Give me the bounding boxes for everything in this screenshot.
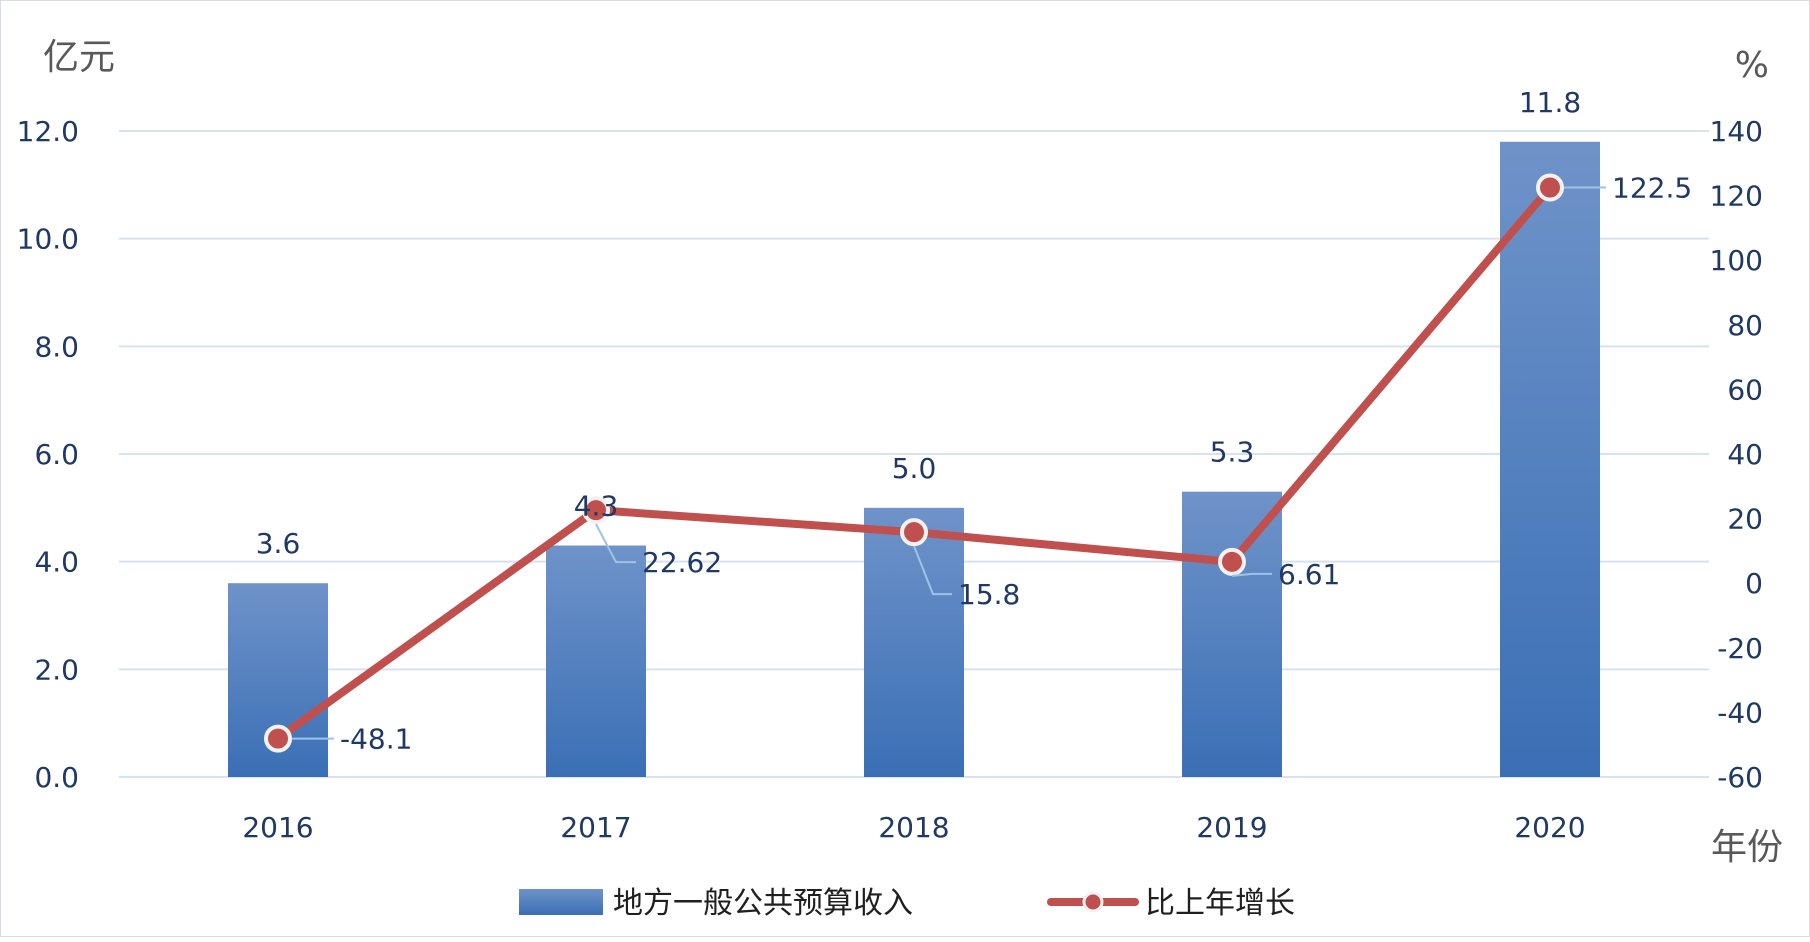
right-axis-tick-label: 40 [1727,438,1763,471]
growth-data-label: 15.8 [958,578,1020,611]
right-axis-tick-label: 0 [1745,567,1763,600]
left-axis-tick-label: 2.0 [34,653,79,686]
label-leader-line [1231,572,1272,577]
growth-marker-2016 [264,724,292,753]
growth-data-label: 122.5 [1612,172,1692,205]
right-axis-tick-label: 140 [1710,115,1763,148]
growth-data-label: 6.61 [1278,558,1340,591]
legend-label-line: 比上年增长 [1145,886,1295,921]
legend-swatch-marker [1082,891,1104,913]
x-axis-tick-label: 2017 [560,811,631,844]
growth-marker-2019 [1218,547,1246,576]
left-axis-tick-label: 6.0 [34,438,79,471]
bar-data-label: 4.3 [574,490,619,523]
right-axis-tick-label: -20 [1717,632,1763,665]
right-axis-tick-label: 100 [1710,244,1763,277]
growth-marker-2018 [900,518,928,547]
label-leader-line [595,523,636,564]
right-axis-tick-label: 60 [1727,373,1763,406]
x-axis-tick-label: 2020 [1514,811,1585,844]
right-axis-unit: % [1735,45,1769,86]
bar-data-label: 5.0 [892,452,937,485]
growth-data-label: -48.1 [340,723,412,756]
left-axis-unit: 亿元 [43,37,115,78]
label-leader-line [913,545,952,596]
right-axis-tick-label: 80 [1727,309,1763,342]
x-axis-tick-label: 2018 [878,811,949,844]
left-axis-tick-label: 10.0 [17,223,79,256]
bar-2019 [1182,491,1282,777]
x-axis-unit: 年份 [1711,827,1783,868]
bar-2018 [864,507,964,777]
left-axis-tick-label: 12.0 [17,115,79,148]
bar-2020 [1500,141,1600,777]
right-axis-tick-label: -40 [1717,696,1763,729]
x-axis-tick-label: 2019 [1196,811,1267,844]
bar-2017 [546,545,646,777]
bar-data-label: 3.6 [256,527,301,560]
right-axis-tick-label: 120 [1710,180,1763,213]
x-axis-tick-label: 2016 [242,811,313,844]
legend-swatch-bar [519,889,603,915]
legend-label-bar: 地方一般公共预算收入 [613,886,913,921]
left-axis-tick-label: 8.0 [34,330,79,363]
growth-data-label: 22.62 [642,546,722,579]
right-axis-tick-label: -60 [1717,761,1763,794]
left-axis-tick-label: 4.0 [34,546,79,579]
growth-marker-2017 [582,496,610,525]
bar-data-label: 5.3 [1210,436,1255,469]
growth-marker-2020 [1536,173,1564,202]
left-axis-tick-label: 0.0 [34,761,79,794]
bar-data-label: 11.8 [1519,86,1581,119]
right-axis-tick-label: 20 [1727,503,1763,536]
